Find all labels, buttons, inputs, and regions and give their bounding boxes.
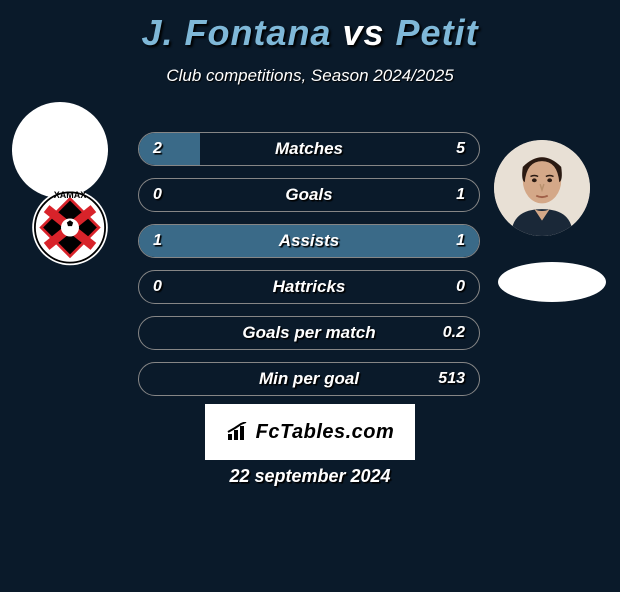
chart-icon <box>226 422 250 442</box>
stat-label: Min per goal <box>139 363 479 395</box>
stat-value-right: 1 <box>456 179 465 211</box>
stat-row: 0Goals1 <box>138 178 480 212</box>
stat-value-right: 1 <box>456 225 465 257</box>
comparison-subtitle: Club competitions, Season 2024/2025 <box>0 66 620 86</box>
stat-label: Matches <box>139 133 479 165</box>
badge-text: FcTables.com <box>256 421 395 444</box>
fctables-badge: FcTables.com <box>205 404 415 460</box>
stat-row: 1Assists1 <box>138 224 480 258</box>
stat-label: Goals per match <box>139 317 479 349</box>
player1-avatar <box>12 102 108 198</box>
vs-text: vs <box>342 12 384 53</box>
stat-row: Min per goal513 <box>138 362 480 396</box>
stat-label: Goals <box>139 179 479 211</box>
svg-text:XAMAX: XAMAX <box>54 190 87 200</box>
player2-name: Petit <box>396 12 479 53</box>
player2-avatar <box>494 140 590 236</box>
stat-label: Hattricks <box>139 271 479 303</box>
player1-club-badge: XAMAX <box>20 187 120 277</box>
stat-row: 0Hattricks0 <box>138 270 480 304</box>
player2-club-badge <box>498 262 598 352</box>
player1-name: J. Fontana <box>141 12 331 53</box>
stat-row: Goals per match0.2 <box>138 316 480 350</box>
stat-value-right: 5 <box>456 133 465 165</box>
comparison-date: 22 september 2024 <box>0 466 620 487</box>
stat-label: Assists <box>139 225 479 257</box>
comparison-title: J. Fontana vs Petit <box>0 12 620 54</box>
stat-row: 2Matches5 <box>138 132 480 166</box>
stat-value-right: 0.2 <box>443 317 465 349</box>
stat-value-right: 0 <box>456 271 465 303</box>
stats-container: 2Matches50Goals11Assists10Hattricks0Goal… <box>138 132 480 408</box>
stat-value-right: 513 <box>438 363 465 395</box>
